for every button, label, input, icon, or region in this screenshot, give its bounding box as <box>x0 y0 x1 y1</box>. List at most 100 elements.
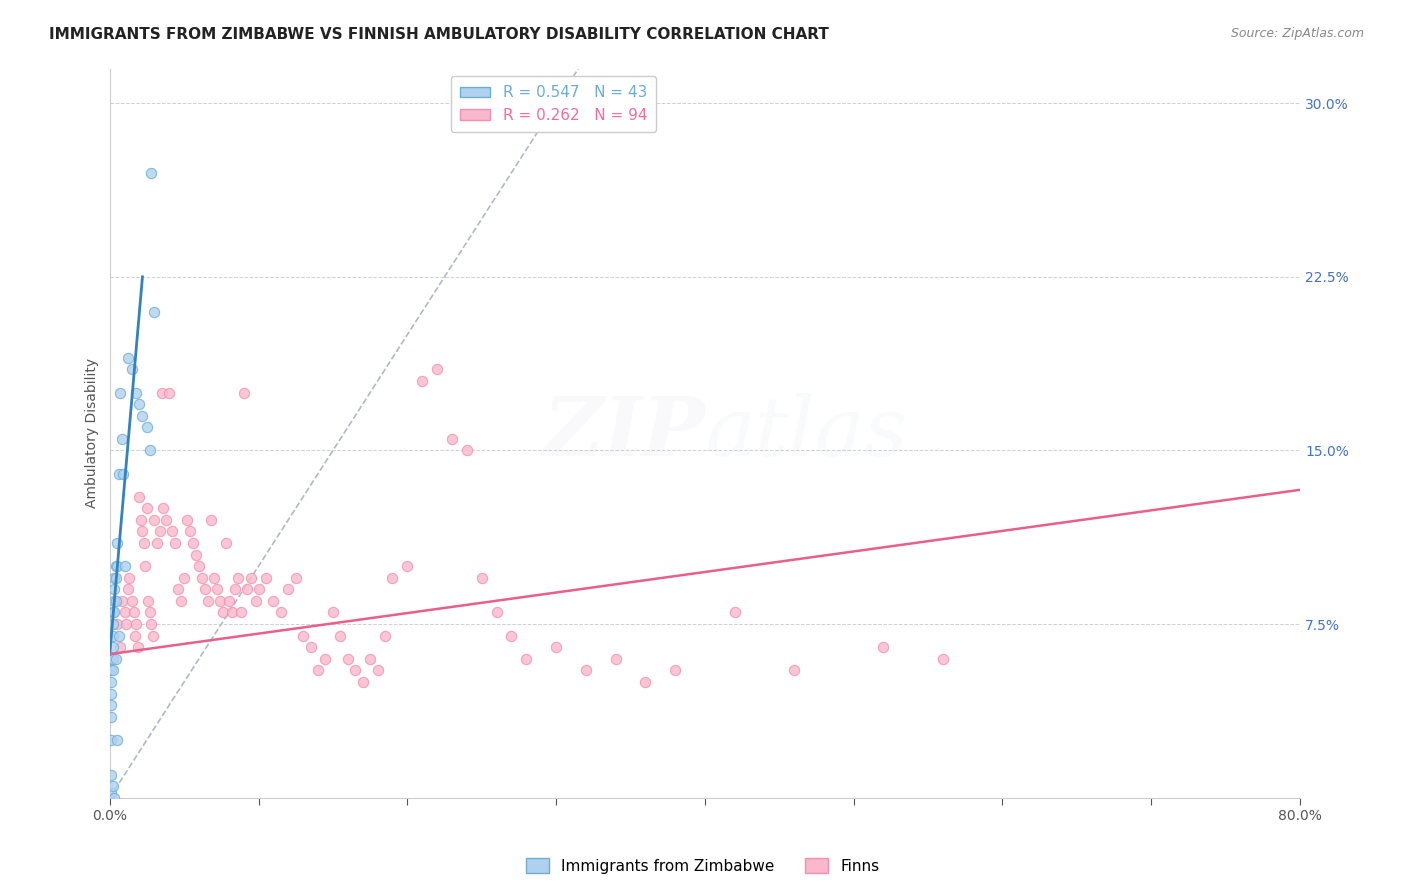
Text: ZIP: ZIP <box>543 393 704 473</box>
Point <box>146 536 169 550</box>
Point <box>197 594 219 608</box>
Point <box>100 652 122 666</box>
Point <box>103 594 125 608</box>
Point <box>170 594 193 608</box>
Point <box>205 582 228 597</box>
Point <box>101 606 124 620</box>
Point <box>104 559 127 574</box>
Point <box>173 571 195 585</box>
Point <box>150 385 173 400</box>
Point <box>359 652 381 666</box>
Point <box>125 617 148 632</box>
Point <box>135 501 157 516</box>
Point <box>277 582 299 597</box>
Point <box>101 640 124 655</box>
Point <box>105 617 128 632</box>
Point <box>100 664 122 678</box>
Point <box>100 786 122 800</box>
Point <box>229 606 252 620</box>
Point <box>157 385 180 400</box>
Point <box>191 571 214 585</box>
Point <box>247 582 270 597</box>
Point <box>456 443 478 458</box>
Point <box>121 594 143 608</box>
Point <box>336 652 359 666</box>
Point <box>221 606 243 620</box>
Point <box>208 594 231 608</box>
Point <box>184 548 207 562</box>
Point <box>381 571 404 585</box>
Point <box>215 536 238 550</box>
Point <box>111 594 134 608</box>
Point <box>152 501 174 516</box>
Point <box>103 571 125 585</box>
Point <box>515 652 537 666</box>
Point <box>411 374 433 388</box>
Point <box>107 629 129 643</box>
Point <box>103 790 125 805</box>
Point <box>131 524 153 539</box>
Point <box>165 536 187 550</box>
Point <box>111 432 134 446</box>
Point <box>634 675 657 690</box>
Point <box>575 664 598 678</box>
Point <box>141 617 163 632</box>
Point <box>367 664 389 678</box>
Legend: Immigrants from Zimbabwe, Finns: Immigrants from Zimbabwe, Finns <box>520 852 886 880</box>
Point <box>124 629 146 643</box>
Point <box>344 664 367 678</box>
Point <box>783 664 806 678</box>
Point <box>104 652 127 666</box>
Point <box>226 571 249 585</box>
Point <box>218 594 240 608</box>
Point <box>138 594 160 608</box>
Point <box>129 513 152 527</box>
Point <box>143 304 166 318</box>
Point <box>426 362 449 376</box>
Point <box>117 351 139 365</box>
Point <box>104 571 127 585</box>
Point <box>131 409 153 423</box>
Point <box>299 640 322 655</box>
Point <box>501 629 523 643</box>
Point <box>134 559 156 574</box>
Text: atlas: atlas <box>704 393 907 473</box>
Point <box>114 606 136 620</box>
Point <box>200 513 222 527</box>
Point <box>155 513 177 527</box>
Point <box>374 629 396 643</box>
Legend: R = 0.547   N = 43, R = 0.262   N = 94: R = 0.547 N = 43, R = 0.262 N = 94 <box>451 76 657 132</box>
Point <box>101 664 124 678</box>
Point <box>235 582 257 597</box>
Point <box>194 582 217 597</box>
Point <box>139 606 162 620</box>
Point <box>664 664 686 678</box>
Point <box>100 767 122 781</box>
Point <box>224 582 246 597</box>
Point <box>352 675 374 690</box>
Point <box>103 606 125 620</box>
Point <box>314 652 336 666</box>
Text: Source: ZipAtlas.com: Source: ZipAtlas.com <box>1230 27 1364 40</box>
Point <box>104 594 127 608</box>
Point <box>101 629 124 643</box>
Point <box>471 571 494 585</box>
Point <box>117 582 139 597</box>
Point <box>167 582 190 597</box>
Point <box>932 652 955 666</box>
Point <box>143 513 166 527</box>
Point <box>101 617 124 632</box>
Point <box>254 571 277 585</box>
Point <box>112 467 135 481</box>
Point <box>292 629 315 643</box>
Point <box>125 385 148 400</box>
Point <box>114 559 136 574</box>
Point <box>142 629 165 643</box>
Point <box>115 617 138 632</box>
Point <box>240 571 263 585</box>
Point <box>546 640 568 655</box>
Point <box>232 385 254 400</box>
Point <box>396 559 419 574</box>
Point <box>211 606 233 620</box>
Point <box>329 629 352 643</box>
